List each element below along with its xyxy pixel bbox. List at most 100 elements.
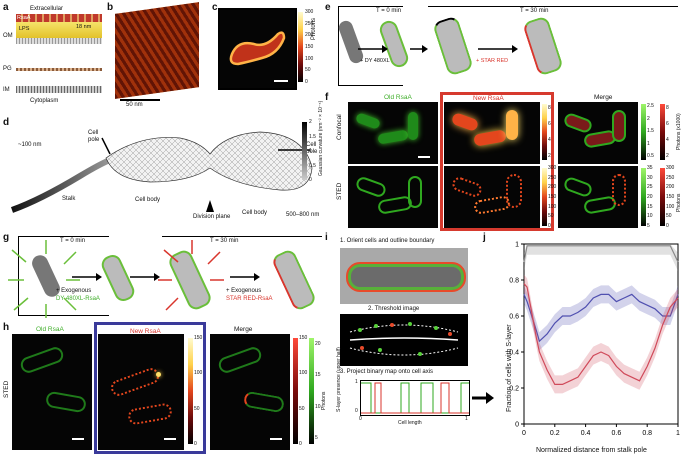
j-series-line (523, 283, 679, 385)
g-bracket-2 (162, 236, 322, 315)
j-ytick-label: 0.8 (509, 278, 519, 285)
f-confocal-new (444, 102, 540, 164)
j-series-line (523, 245, 679, 263)
e-bracket-2 (428, 6, 678, 85)
f-confocal-new-colorbar (542, 104, 547, 160)
panel-label-d: d (3, 117, 10, 128)
colorbar-tick: 15 (315, 372, 321, 379)
g-ex2-line1: + Exogenous (226, 288, 262, 294)
panel-label-j: j (483, 232, 486, 243)
colorbar-tick: 20 (315, 341, 321, 347)
panel-label-a: a (3, 2, 9, 13)
colorbar-tick: 0 (194, 441, 197, 447)
colorbar-tick: 0 (666, 223, 669, 229)
j-xtick-label: 0.2 (550, 430, 560, 437)
colorbar-tick: 200 (548, 184, 557, 191)
thickness-label: 18 nm (76, 24, 92, 30)
scale-bar-b (120, 99, 160, 101)
panel-label-c: c (212, 2, 218, 13)
j-xlabel: Normalized distance from stalk pole (536, 447, 647, 454)
f-sted-new-colorbar (542, 168, 547, 226)
colorbar-tick: 1 (647, 140, 650, 147)
j-xtick-label: 0.4 (581, 430, 591, 437)
f-sted-merge-green-colorbar (641, 168, 646, 226)
cell-pole-right-label: Cell pole (306, 142, 318, 155)
i-y0: 0 (355, 408, 358, 414)
stalk-shape (10, 157, 112, 213)
i-xaxis-label: Cell length (398, 420, 422, 426)
h-new-rsaa-box (94, 322, 206, 454)
e-bracket-1 (338, 6, 403, 86)
rsaa-layer (16, 14, 102, 22)
colorbar-tick: 5 (647, 223, 650, 229)
g-ex2-line2: STAR RED-RsaA (226, 296, 273, 302)
colorbar-tick: 150 (194, 335, 203, 341)
colorbar-tick: 8 (548, 105, 551, 111)
colorbar-tick: 50 (305, 67, 311, 74)
g-ex1-line1: + Exogenous (56, 288, 92, 294)
colorbar-tick: 1 (309, 148, 312, 154)
f-confocal-merge-red-colorbar (660, 104, 665, 160)
f-new-header: New RsaA (473, 95, 504, 102)
division-plane-label: Division plane (193, 214, 231, 220)
h-merge-red-colorbar (293, 338, 298, 444)
j-xtick-label: 1 (676, 430, 680, 437)
colorbar-tick: 250 (305, 20, 314, 27)
g-t30-label: T = 30 min (210, 238, 239, 244)
j-xtick-label: 0 (522, 430, 526, 437)
j-series-line (523, 293, 679, 343)
colorbar-tick: 300 (666, 165, 675, 171)
h-old-header: Old RsaA (36, 326, 64, 333)
colorbar-tick: 50 (666, 213, 672, 220)
colorbar-tick: 100 (299, 370, 308, 377)
colorbar-tick: 0.5 (309, 162, 316, 169)
f-sted-merge (558, 166, 638, 228)
colorbar-tick: 4 (666, 137, 669, 143)
i-step2: 2. Threshold image (368, 306, 420, 312)
colorbar-tick: 300 (305, 9, 314, 15)
j-xtick-label: 0.6 (612, 430, 622, 437)
colorbar-tick: 150 (548, 194, 557, 200)
colorbar-tick: 0 (548, 223, 551, 229)
lps-label: LPS (19, 26, 30, 32)
h-new-colorbar (188, 338, 193, 444)
colorbar-tick: 150 (299, 335, 308, 341)
f-confocal-merge-green-colorbar (641, 104, 646, 160)
colorbar-tick: 2 (309, 119, 312, 125)
colorbar-tick: 0.5 (647, 153, 654, 159)
j-plot-frame (523, 243, 679, 425)
g-bracket-1 (18, 236, 109, 316)
f-confocal-old (348, 102, 438, 164)
i-y1: 1 (355, 379, 358, 385)
colorbar-tick: 4 (548, 137, 551, 143)
om-layer (16, 38, 102, 44)
f-sted-new (444, 166, 540, 228)
e-t0-label: T = 0 min (376, 8, 402, 14)
e-t30-label: T = 30 min (520, 8, 549, 14)
stalk-width-label: ~100 nm (18, 142, 42, 148)
g-ex1-line2: DY 480XL-RsaA (56, 296, 100, 302)
colorbar-tick: 8 (666, 105, 669, 111)
single-cell-micrograph (218, 8, 297, 90)
cell-mesh-shape (105, 131, 313, 191)
lps-layer (16, 22, 102, 38)
colorbar-tick: 0 (299, 441, 302, 447)
i-to-j-arrow (472, 392, 494, 404)
colorbar-tick: 250 (666, 174, 675, 181)
f-merge-header: Merge (594, 94, 613, 101)
cell-width-label: 500–800 nm (286, 212, 320, 218)
i-oriented-cell-image (340, 248, 468, 304)
colorbar-tick: 10 (315, 403, 321, 410)
colorbar-tick: 100 (666, 203, 675, 210)
colorbar-d (302, 122, 307, 180)
colorbar-tick: 15 (647, 203, 653, 210)
extracellular-label: Extracellular (30, 6, 64, 12)
colorbar-c (298, 12, 303, 82)
j-ytick-label: 0.2 (509, 386, 519, 393)
h-sted-old (12, 334, 92, 450)
i-projection-plot (360, 380, 470, 416)
colorbar-tick: 2 (548, 153, 551, 159)
j-ytick-label: 0.6 (509, 314, 519, 321)
h-sted-merge (210, 334, 290, 450)
pg-label: PG (3, 66, 12, 72)
